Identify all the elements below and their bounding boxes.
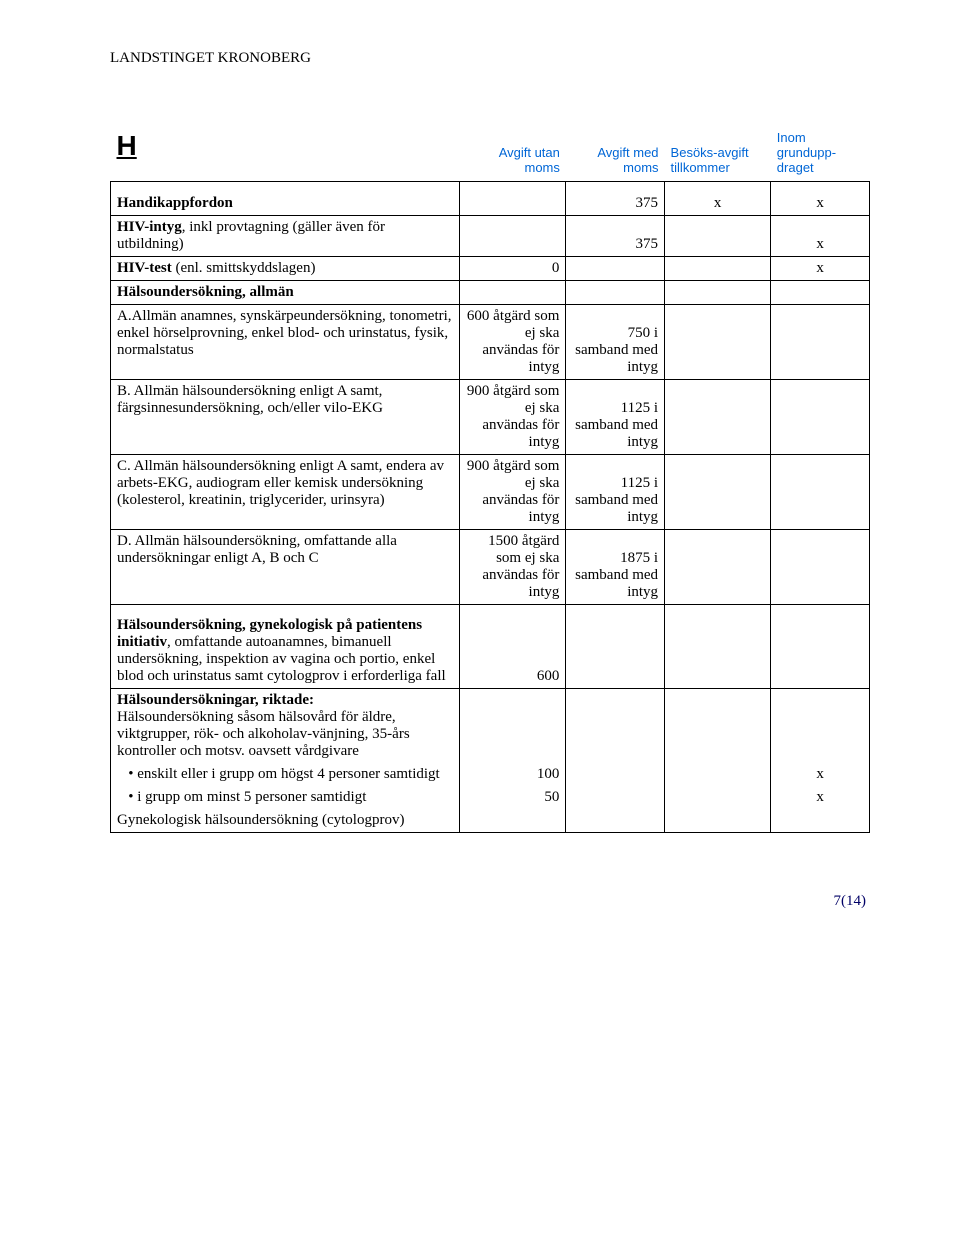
cell: x xyxy=(771,256,870,280)
org-header: LANDSTINGET KRONOBERG xyxy=(110,50,870,67)
row-label: • i grupp om minst 5 personer samtidigt xyxy=(111,786,460,809)
row-label-rest: Hälsoundersökning såsom hälsovård för äl… xyxy=(117,709,410,759)
table-row: Hälsoundersökning, allmän xyxy=(111,280,870,304)
table-row: A.Allmän anamnes, synskärpeundersökning,… xyxy=(111,304,870,379)
row-label: Hälsoundersökningar, riktade: xyxy=(117,692,314,708)
section-letter: H xyxy=(117,130,137,167)
row-label: Gynekologisk hälsoundersökning (cytologp… xyxy=(111,809,460,833)
col-head-3: Avgift med moms xyxy=(566,127,665,182)
cell: x xyxy=(771,786,870,809)
table-row: Gynekologisk hälsoundersökning (cytologp… xyxy=(111,809,870,833)
cell: 1125 i samband med intyg xyxy=(566,454,665,529)
row-label: HIV-intyg xyxy=(117,219,182,235)
table-row: B. Allmän hälsoundersökning enligt A sam… xyxy=(111,379,870,454)
cell: 100 xyxy=(460,763,566,786)
cell: 600 åtgärd som ej ska användas för intyg xyxy=(460,304,566,379)
cell: x xyxy=(771,215,870,256)
row-label: B. Allmän hälsoundersökning enligt A sam… xyxy=(111,379,460,454)
table-row: C. Allmän hälsoundersökning enligt A sam… xyxy=(111,454,870,529)
table-row: • i grupp om minst 5 personer samtidigt … xyxy=(111,786,870,809)
cell: 375 xyxy=(566,192,665,216)
cell: x xyxy=(771,192,870,216)
page-number: 7(14) xyxy=(110,893,870,910)
row-label: Hälsoundersökning, allmän xyxy=(117,284,294,300)
cell: 0 xyxy=(460,256,566,280)
row-label: A.Allmän anamnes, synskärpeundersökning,… xyxy=(111,304,460,379)
row-label: HIV-test xyxy=(117,260,172,276)
col-head-2: Avgift utan moms xyxy=(460,127,566,182)
table-row: HIV-intyg, inkl provtagning (gäller även… xyxy=(111,215,870,256)
col-head-4: Besöks-avgift tillkommer xyxy=(665,127,771,182)
row-label-rest: (enl. smittskyddslagen) xyxy=(172,260,316,276)
fee-table: H Avgift utan moms Avgift med moms Besök… xyxy=(110,127,870,833)
table-row: • enskilt eller i grupp om högst 4 perso… xyxy=(111,763,870,786)
row-label-rest: , omfattande autoanamnes, bimanuell unde… xyxy=(117,634,446,684)
cell: x xyxy=(771,763,870,786)
cell: x xyxy=(665,192,771,216)
cell: 750 i samband med intyg xyxy=(566,304,665,379)
cell: 900 åtgärd som ej ska användas för intyg xyxy=(460,379,566,454)
table-row: HIV-test (enl. smittskyddslagen) 0 x xyxy=(111,256,870,280)
row-label: Handikappfordon xyxy=(117,195,233,211)
row-label: • enskilt eller i grupp om högst 4 perso… xyxy=(111,763,460,786)
cell: 600 xyxy=(460,614,566,689)
table-row: Hälsoundersökning, gynekologisk på patie… xyxy=(111,614,870,689)
cell: 1875 i samband med intyg xyxy=(566,529,665,604)
cell: 375 xyxy=(566,215,665,256)
table-row: D. Allmän hälsoundersökning, omfattande … xyxy=(111,529,870,604)
row-label: D. Allmän hälsoundersökning, omfattande … xyxy=(111,529,460,604)
cell: 1125 i samband med intyg xyxy=(566,379,665,454)
row-label: C. Allmän hälsoundersökning enligt A sam… xyxy=(111,454,460,529)
cell: 50 xyxy=(460,786,566,809)
cell: 1500 åtgärd som ej ska användas för inty… xyxy=(460,529,566,604)
table-row: Hälsoundersökningar, riktade:Hälsounders… xyxy=(111,689,870,764)
cell: 900 åtgärd som ej ska användas för intyg xyxy=(460,454,566,529)
table-row: Handikappfordon 375 x x xyxy=(111,192,870,216)
col-head-5: Inom grundupp-draget xyxy=(771,127,870,182)
